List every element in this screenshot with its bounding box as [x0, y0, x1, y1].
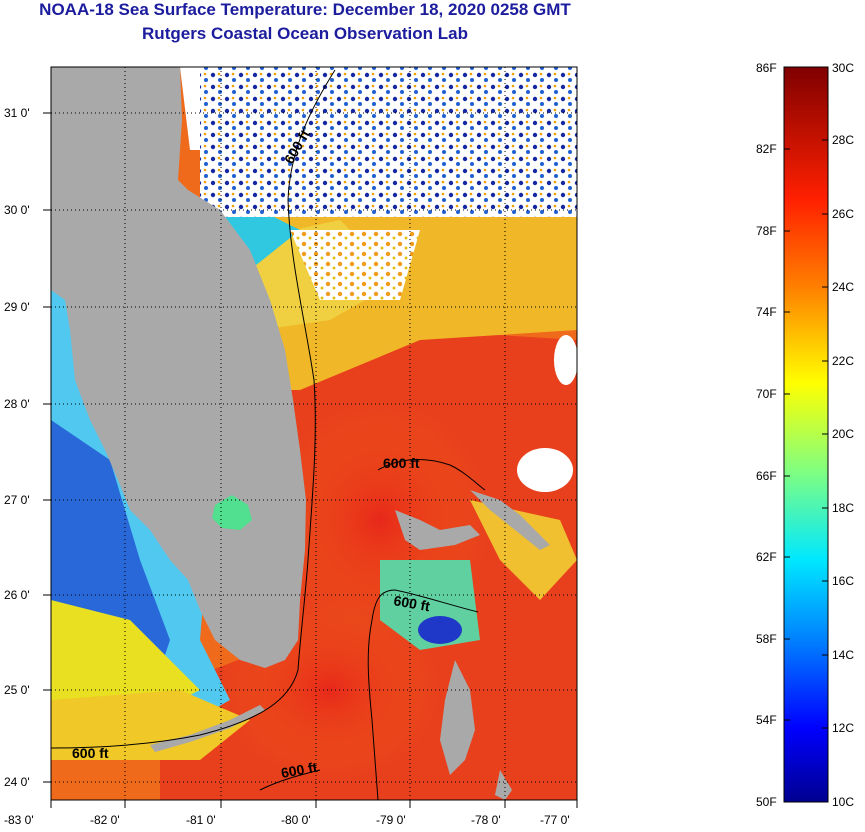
colorbar-c-label: 20C — [832, 427, 854, 441]
title-line-2: Rutgers Coastal Ocean Observation Lab — [142, 24, 468, 43]
y-tick-label: 31 0' — [4, 106, 30, 120]
contour-label-4: 600 ft — [280, 759, 319, 781]
colorbar-f-label: 62F — [756, 550, 777, 564]
colorbar-c-label: 10C — [832, 795, 854, 809]
colorbar-ticks — [784, 139, 828, 729]
colorbar-c-label: 22C — [832, 354, 854, 368]
colorbar-f-label: 58F — [756, 632, 777, 646]
colorbar-c-label: 12C — [832, 721, 854, 735]
x-tick-label: -80 0' — [281, 813, 311, 827]
colorbar-c-label: 24C — [832, 280, 854, 294]
colorbar-c-label: 28C — [832, 133, 854, 147]
colorbar-f-label: 54F — [756, 713, 777, 727]
x-tick-label: -77 0' — [540, 813, 570, 827]
colorbar-c-label: 30C — [832, 61, 854, 75]
colorbar-c-label: 14C — [832, 648, 854, 662]
colorbar-f-label: 70F — [756, 387, 777, 401]
x-tick-label: -81 0' — [186, 813, 216, 827]
y-tick-label: 27 0' — [4, 493, 30, 507]
contour-label-3: 600 ft — [72, 745, 109, 761]
contour-label-1: 600 ft — [383, 455, 420, 471]
y-tick-label: 26 0' — [4, 588, 30, 602]
tick-marks — [43, 112, 578, 808]
colorbar-f-label: 66F — [756, 469, 777, 483]
colorbar-f-label: 82F — [756, 142, 777, 156]
contour-600ft — [51, 69, 336, 749]
colorbar-c-label: 18C — [832, 501, 854, 515]
x-tick-label: -82 0' — [90, 813, 120, 827]
colorbar-f-label: 86F — [756, 61, 777, 75]
title-line-1: NOAA-18 Sea Surface Temperature: Decembe… — [39, 0, 571, 19]
colorbar-f-label: 74F — [756, 305, 777, 319]
colorbar-c-label: 26C — [832, 207, 854, 221]
colorbar-f-label: 78F — [756, 224, 777, 238]
map-frame — [50, 66, 578, 801]
y-tick-label: 28 0' — [4, 397, 30, 411]
y-tick-label: 29 0' — [4, 300, 30, 314]
colorbar — [783, 66, 829, 803]
colorbar-f-label: 50F — [756, 795, 777, 809]
y-tick-label: 30 0' — [4, 203, 30, 217]
y-tick-label: 25 0' — [4, 683, 30, 697]
contour-label-2: 600 ft — [392, 592, 431, 614]
x-tick-label: -83 0' — [4, 813, 34, 827]
colorbar-c-label: 16C — [832, 574, 854, 588]
x-tick-label: -78 0' — [471, 813, 501, 827]
y-tick-label: 24 0' — [4, 775, 30, 789]
sst-imagery — [51, 67, 577, 800]
x-tick-label: -79 0' — [376, 813, 406, 827]
